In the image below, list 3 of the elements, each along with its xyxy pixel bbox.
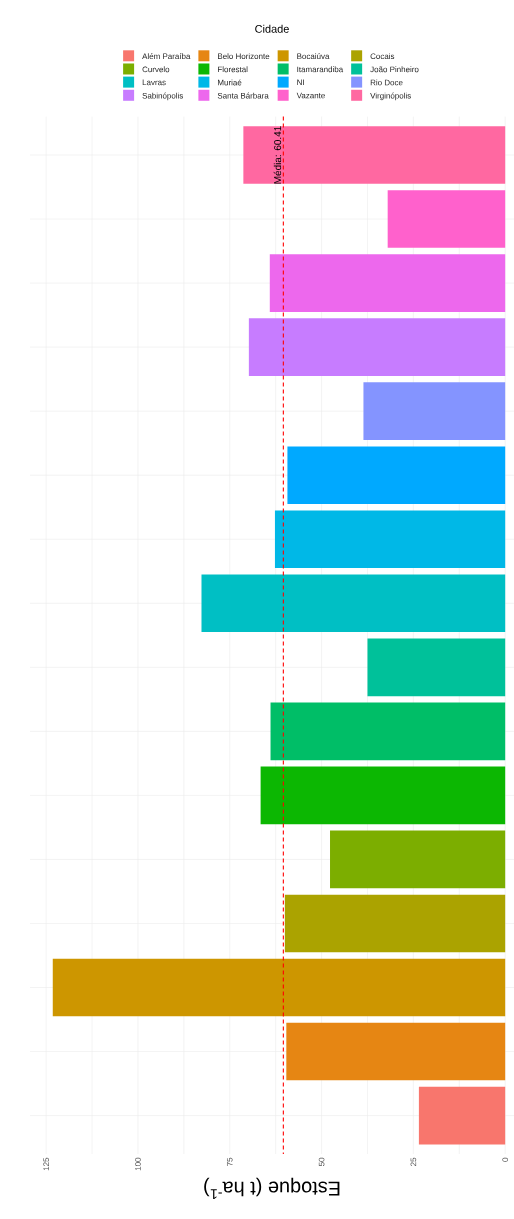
x-axis-title: Estoque (t ha$^{-1}$) [204,1177,340,1199]
legend-title: Cidade [255,24,289,33]
ref-line-label: Média: 60.41 [273,126,282,184]
